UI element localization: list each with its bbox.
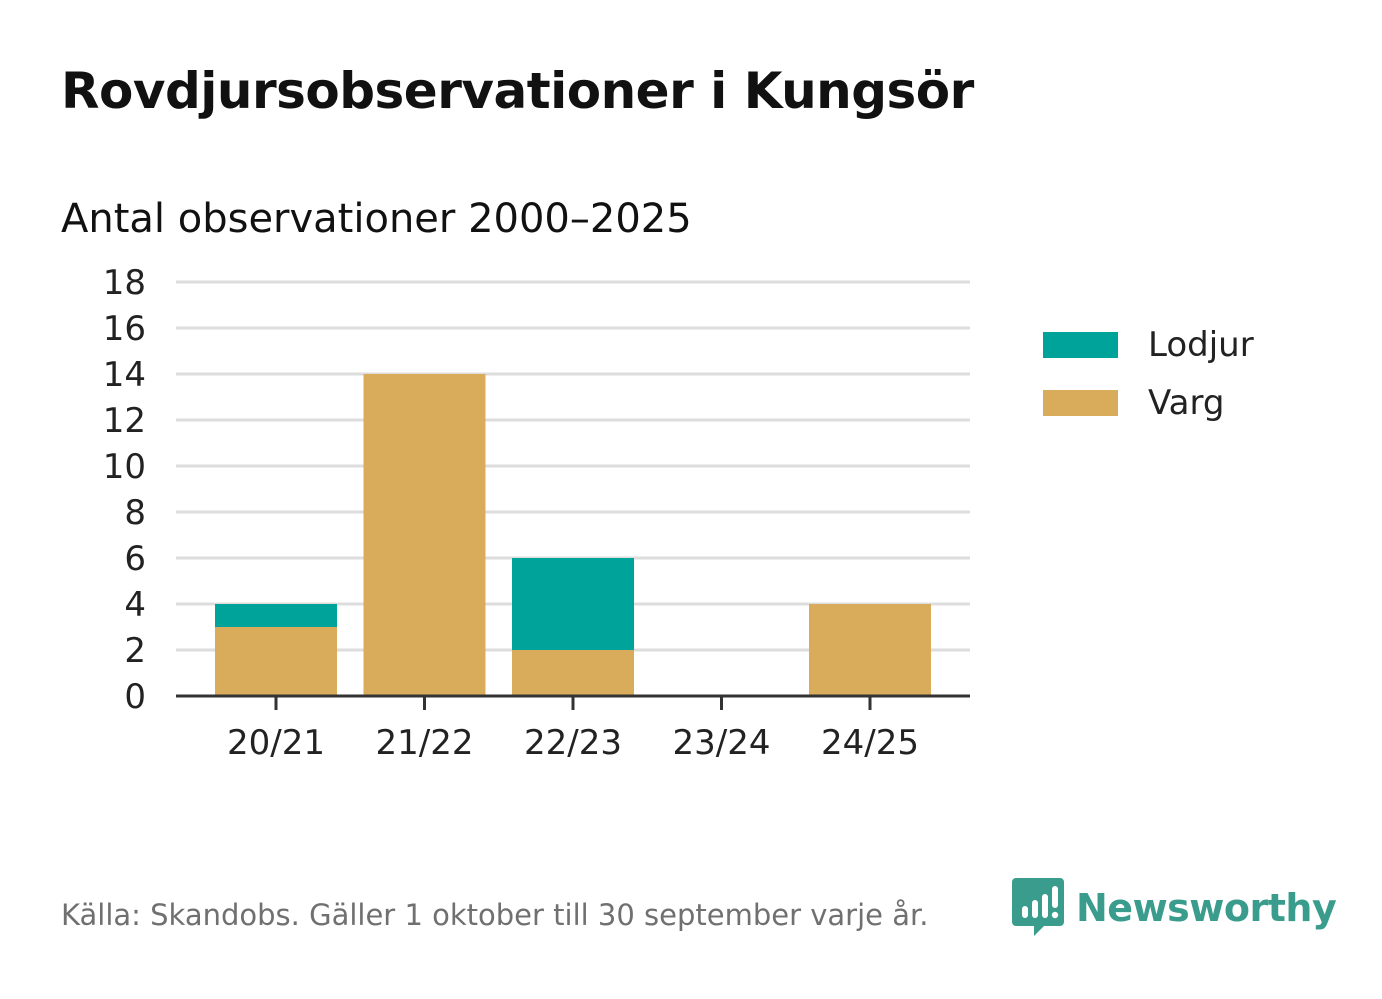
y-tick-label: 2 xyxy=(124,631,146,671)
y-tick-label: 14 xyxy=(103,355,146,395)
newsworthy-logo-icon xyxy=(1012,878,1064,936)
legend-label-lodjur: Lodjur xyxy=(1148,325,1254,365)
y-tick-label: 18 xyxy=(103,263,146,303)
brand-name: Newsworthy xyxy=(1076,886,1337,930)
y-tick-label: 16 xyxy=(103,309,146,349)
x-tick-label: 20/21 xyxy=(227,723,325,763)
bars xyxy=(215,374,931,696)
source-note: Källa: Skandobs. Gäller 1 oktober till 3… xyxy=(61,898,929,932)
legend-item-lodjur: Lodjur xyxy=(1043,316,1254,374)
bar-varg-21-22 xyxy=(363,374,486,696)
y-tick-label: 0 xyxy=(124,677,146,717)
legend-swatch-varg xyxy=(1043,390,1118,416)
legend: Lodjur Varg xyxy=(1043,316,1254,432)
y-tick-label: 6 xyxy=(124,539,146,579)
legend-item-varg: Varg xyxy=(1043,374,1254,432)
bar-varg-24-25 xyxy=(809,604,931,696)
axes: 0 2 4 6 8 10 12 14 16 18 20/21 21/22 22/23 23/24 24/25 xyxy=(103,263,970,763)
bar-lodjur-22-23 xyxy=(512,558,634,650)
y-tick-label: 8 xyxy=(124,493,146,533)
bar-varg-20-21 xyxy=(215,627,337,696)
bar-varg-22-23 xyxy=(512,650,634,696)
x-tick-label: 23/24 xyxy=(673,723,771,763)
y-tick-label: 10 xyxy=(103,447,146,487)
x-tick-label: 22/23 xyxy=(524,723,622,763)
bar-lodjur-20-21 xyxy=(215,604,337,627)
legend-swatch-lodjur xyxy=(1043,332,1118,358)
legend-label-varg: Varg xyxy=(1148,383,1225,423)
x-tick-label: 24/25 xyxy=(821,723,919,763)
y-tick-label: 12 xyxy=(103,401,146,441)
brand: Newsworthy xyxy=(1012,878,1337,938)
y-tick-label: 4 xyxy=(124,585,146,625)
chart-subtitle: Antal observationer 2000–2025 xyxy=(61,196,692,242)
chart-title: Rovdjursobservationer i Kungsör xyxy=(61,62,974,120)
x-tick-label: 21/22 xyxy=(376,723,474,763)
